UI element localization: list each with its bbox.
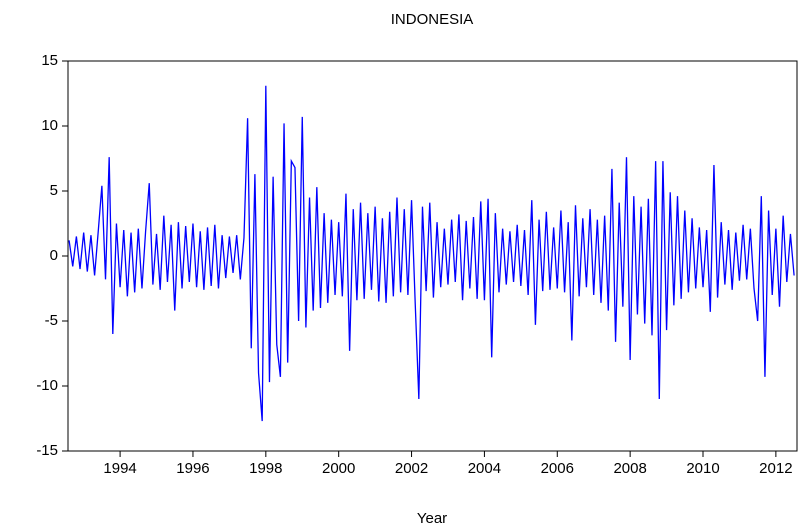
y-tick-label: -5 — [45, 312, 58, 329]
x-tick-label: 1994 — [103, 460, 136, 477]
x-tick-label: 2004 — [468, 460, 501, 477]
y-tick-label: 10 — [41, 117, 58, 134]
y-tick-label: -15 — [36, 442, 58, 459]
y-tick-label: 15 — [41, 52, 58, 69]
chart-title: INDONESIA — [391, 11, 474, 28]
x-tick-label: 2010 — [686, 460, 719, 477]
x-tick-label: 2006 — [541, 460, 574, 477]
x-tick-label: 2008 — [613, 460, 646, 477]
y-tick-label: 0 — [50, 247, 58, 264]
x-axis-label: Year — [417, 510, 447, 527]
x-tick-label: 1996 — [176, 460, 209, 477]
x-tick-label: 2002 — [395, 460, 428, 477]
data-line — [68, 85, 795, 422]
y-tick-label: -10 — [36, 377, 58, 394]
x-tick-label: 1998 — [249, 460, 282, 477]
x-tick-label: 2012 — [759, 460, 792, 477]
x-tick-label: 2000 — [322, 460, 355, 477]
y-tick-label: 5 — [50, 182, 58, 199]
